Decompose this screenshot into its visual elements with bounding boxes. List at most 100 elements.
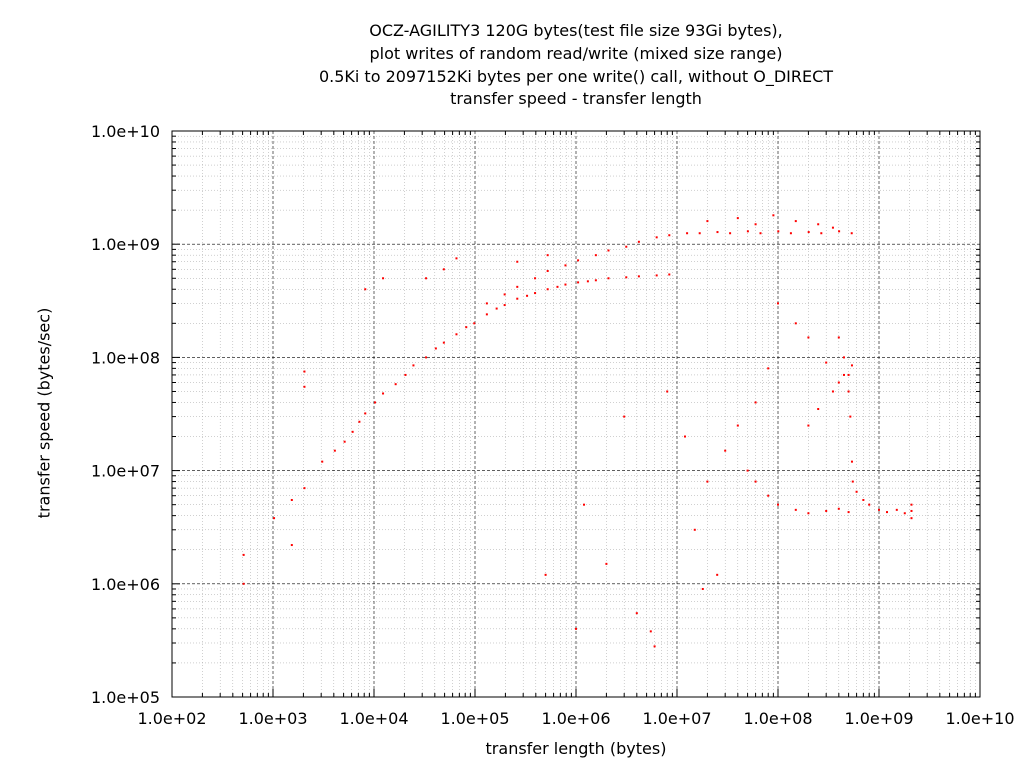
data-point [242, 553, 245, 556]
data-point [382, 277, 385, 280]
data-point [534, 277, 537, 280]
data-point [425, 356, 428, 359]
data-point [683, 435, 686, 438]
data-point [607, 277, 610, 280]
data-point [807, 424, 810, 427]
data-point [564, 264, 567, 267]
data-point [706, 220, 709, 223]
data-point [442, 341, 445, 344]
y-tick-label: 1.0e+08 [91, 348, 160, 367]
data-point [582, 503, 585, 506]
data-point [777, 302, 779, 305]
data-point [374, 401, 377, 404]
data-point [837, 507, 840, 510]
x-tick-label: 1.0e+03 [238, 709, 307, 728]
data-point [736, 424, 739, 427]
data-point [364, 412, 367, 415]
data-point [746, 469, 749, 472]
data-point [794, 508, 797, 511]
data-point [759, 232, 762, 235]
data-point [903, 512, 906, 515]
data-point [516, 260, 519, 263]
data-point [807, 512, 810, 515]
data-point [465, 326, 468, 329]
data-point [364, 288, 367, 291]
data-point [754, 480, 757, 483]
data-point [303, 487, 306, 490]
data-point [546, 254, 549, 257]
y-tick-label: 1.0e+09 [91, 235, 160, 254]
data-point [706, 480, 709, 483]
data-point [637, 275, 640, 278]
data-point [767, 494, 770, 497]
data-point [577, 259, 580, 262]
data-point [895, 508, 898, 511]
data-point [754, 401, 757, 404]
data-point [910, 503, 913, 506]
data-point [503, 304, 506, 307]
data-point [485, 302, 488, 305]
chart-title-line-4: transfer speed - transfer length [450, 89, 702, 108]
data-point [847, 373, 850, 376]
grid [171, 130, 981, 698]
data-point [485, 313, 488, 316]
data-point [825, 509, 828, 512]
data-point [878, 508, 880, 511]
data-point [837, 381, 840, 384]
x-tick-label: 1.0e+05 [440, 709, 509, 728]
data-point [242, 582, 245, 585]
y-tick-label: 1.0e+05 [91, 688, 160, 707]
data-point [442, 268, 445, 271]
data-point [649, 630, 652, 633]
data-point [382, 392, 385, 395]
x-tick-label: 1.0e+10 [945, 709, 1014, 728]
data-point [777, 230, 780, 233]
data-point [693, 528, 696, 531]
y-axis-label: transfer speed (bytes/sec) [34, 307, 54, 519]
data-point [556, 285, 559, 288]
data-point [495, 307, 498, 310]
data-point [546, 269, 549, 272]
data-point [777, 503, 779, 506]
data-point [817, 223, 820, 226]
data-point [847, 390, 850, 393]
data-point [838, 230, 841, 233]
data-point [772, 214, 775, 217]
x-axis-label: transfer length (bytes) [485, 739, 667, 758]
data-point [623, 415, 626, 418]
x-tick-label: 1.0e+02 [137, 709, 206, 728]
data-point [842, 356, 845, 359]
data-point [851, 480, 854, 483]
data-point [724, 449, 727, 452]
data-point [605, 562, 608, 565]
data-point [303, 385, 306, 388]
data-point [635, 612, 638, 615]
data-point [575, 627, 577, 630]
data-point [716, 231, 719, 234]
data-point [333, 449, 336, 452]
data-point [686, 232, 689, 235]
axis-ticks: 1.0e+02 1.0e+03 1.0e+04 1.0e+05 1.0e+06 1.0e+… [91, 122, 1015, 728]
data-point [290, 498, 293, 501]
data-point [516, 297, 519, 300]
data-point [564, 283, 567, 286]
data-point [910, 509, 913, 512]
data-point [526, 294, 529, 297]
data-point [473, 322, 476, 325]
x-tick-label: 1.0e+07 [642, 709, 711, 728]
data-point [698, 232, 701, 235]
data-point [546, 288, 549, 291]
data-point [653, 645, 656, 648]
data-point [637, 240, 640, 243]
data-point [394, 383, 397, 386]
data-point [668, 273, 671, 276]
data-point [729, 232, 732, 235]
data-point [736, 217, 739, 220]
data-point [849, 415, 852, 418]
data-points [242, 214, 913, 648]
data-point [716, 573, 719, 576]
data-point [831, 390, 834, 393]
data-point [794, 220, 797, 223]
data-point [754, 223, 757, 226]
